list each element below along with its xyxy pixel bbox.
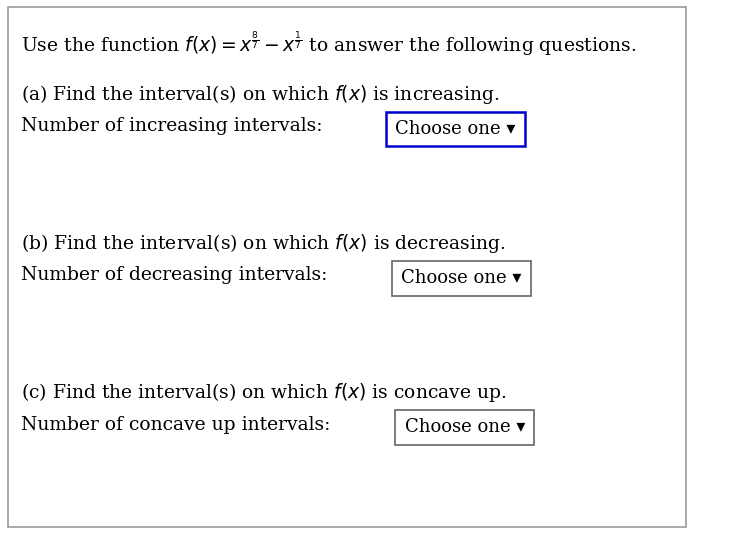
Text: Choose one ▾: Choose one ▾ — [395, 120, 515, 138]
Text: (a) Find the interval(s) on which $f(x)$ is increasing.: (a) Find the interval(s) on which $f(x)$… — [21, 83, 500, 106]
Text: Choose one ▾: Choose one ▾ — [401, 269, 521, 287]
FancyBboxPatch shape — [395, 410, 534, 445]
Text: Number of decreasing intervals:: Number of decreasing intervals: — [21, 266, 327, 285]
Text: Number of increasing intervals:: Number of increasing intervals: — [21, 117, 322, 135]
Text: (c) Find the interval(s) on which $f(x)$ is concave up.: (c) Find the interval(s) on which $f(x)$… — [21, 381, 506, 404]
FancyBboxPatch shape — [392, 261, 530, 295]
FancyBboxPatch shape — [8, 7, 686, 527]
Text: (b) Find the interval(s) on which $f(x)$ is decreasing.: (b) Find the interval(s) on which $f(x)$… — [21, 232, 506, 255]
Text: Number of concave up intervals:: Number of concave up intervals: — [21, 416, 330, 434]
Text: Use the function $f(x) = x^{\frac{8}{7}} - x^{\frac{1}{7}}$ to answer the follow: Use the function $f(x) = x^{\frac{8}{7}}… — [21, 29, 637, 58]
Text: Choose one ▾: Choose one ▾ — [405, 418, 525, 437]
FancyBboxPatch shape — [386, 111, 525, 146]
